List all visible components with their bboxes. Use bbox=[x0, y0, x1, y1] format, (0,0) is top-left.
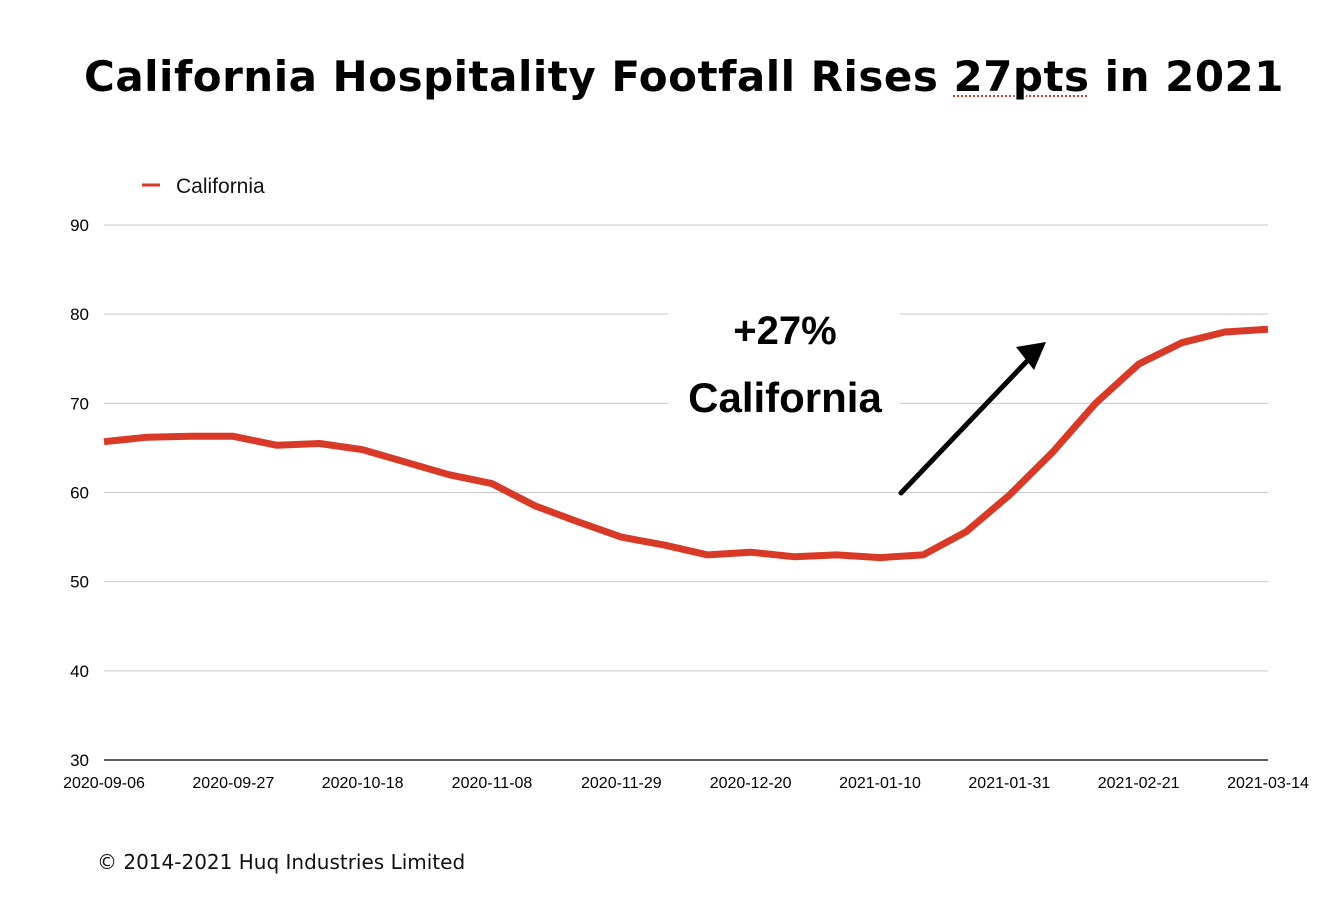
x-tick-label-2020-11-08: 2020-11-08 bbox=[452, 775, 533, 792]
annotation-arrowhead bbox=[1016, 342, 1046, 370]
y-tick-label-70: 70 bbox=[70, 394, 89, 413]
x-tick-label-2020-09-27: 2020-09-27 bbox=[192, 775, 274, 792]
chart-title: California Hospitality Footfall Rises 27… bbox=[84, 52, 1284, 101]
y-tick-label-40: 40 bbox=[70, 662, 89, 681]
annotation-label: California bbox=[688, 374, 882, 421]
series-line-california bbox=[103, 325, 1269, 562]
y-tick-label-80: 80 bbox=[70, 305, 89, 324]
x-axis-ticks: 2020-09-06 2020-09-27 2020-10-18 2020-11-08… bbox=[63, 775, 1309, 792]
y-tick-label-60: 60 bbox=[70, 484, 89, 503]
annotation-background bbox=[668, 302, 900, 422]
y-tick-label-90: 90 bbox=[70, 216, 89, 235]
x-tick-label-2021-01-10: 2021-01-10 bbox=[839, 775, 921, 792]
annotation-percent: +27% bbox=[733, 309, 836, 353]
x-tick-label-2021-01-31: 2021-01-31 bbox=[968, 775, 1050, 792]
x-tick-label-2021-02-21: 2021-02-21 bbox=[1098, 775, 1180, 792]
x-tick-label-2020-10-18: 2020-10-18 bbox=[322, 775, 404, 792]
legend: California bbox=[142, 175, 265, 198]
series-group bbox=[103, 325, 1269, 562]
annotation-arrow bbox=[898, 355, 1033, 496]
x-tick-label-2021-03-14: 2021-03-14 bbox=[1227, 775, 1309, 792]
x-tick-label-2020-11-29: 2020-11-29 bbox=[581, 775, 662, 792]
x-tick-label-2020-12-20: 2020-12-20 bbox=[710, 775, 792, 792]
x-tick-label-2020-09-06: 2020-09-06 bbox=[63, 775, 145, 792]
copyright-footer: © 2014-2021 Huq Industries Limited bbox=[97, 850, 466, 874]
y-axis-ticks: 30 40 50 60 70 80 90 bbox=[70, 216, 89, 770]
annotation: +27% California bbox=[668, 302, 1046, 496]
y-tick-label-50: 50 bbox=[70, 573, 89, 592]
legend-label-california: California bbox=[176, 175, 265, 198]
title-underlined-term: 27pts bbox=[953, 52, 1090, 101]
y-tick-label-30: 30 bbox=[70, 751, 89, 770]
